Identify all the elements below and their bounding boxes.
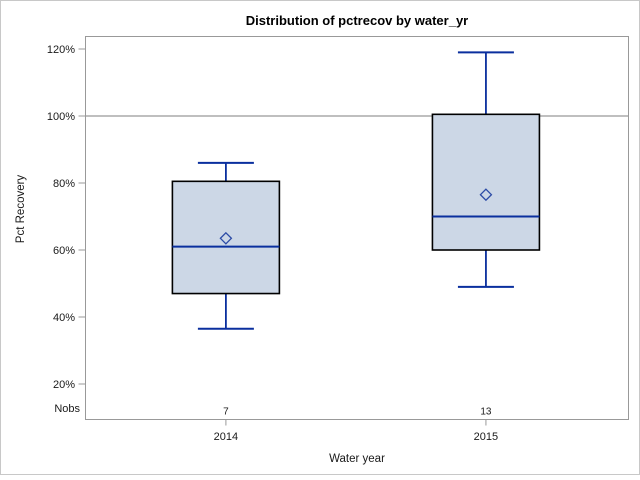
y-tick-label-120%: 120%	[47, 44, 75, 56]
y-tick-label-40%: 40%	[53, 312, 75, 324]
y-tick-label-80%: 80%	[53, 178, 75, 190]
x-tick-label-2014: 2014	[214, 431, 238, 443]
y-axis-title: Pct Recovery	[15, 174, 27, 244]
mean-marker-2015	[479, 188, 493, 202]
chart-title: Distribution of pctrecov by water_yr	[245, 13, 469, 28]
nobs-value-2015: 13	[480, 407, 492, 418]
x-tick-label-2015: 2015	[474, 431, 498, 443]
x-axis-title: Water year	[329, 453, 385, 465]
box-2015	[431, 113, 541, 251]
mean-marker-2014	[219, 231, 233, 245]
y-tick-label-100%: 100%	[47, 111, 75, 123]
nobs-header: Nobs	[54, 403, 80, 415]
nobs-value-2014: 7	[223, 407, 229, 418]
plot-frame	[85, 36, 629, 420]
y-tick-label-20%: 20%	[53, 379, 75, 391]
box-2014	[171, 180, 281, 295]
y-tick-label-60%: 60%	[53, 245, 75, 257]
